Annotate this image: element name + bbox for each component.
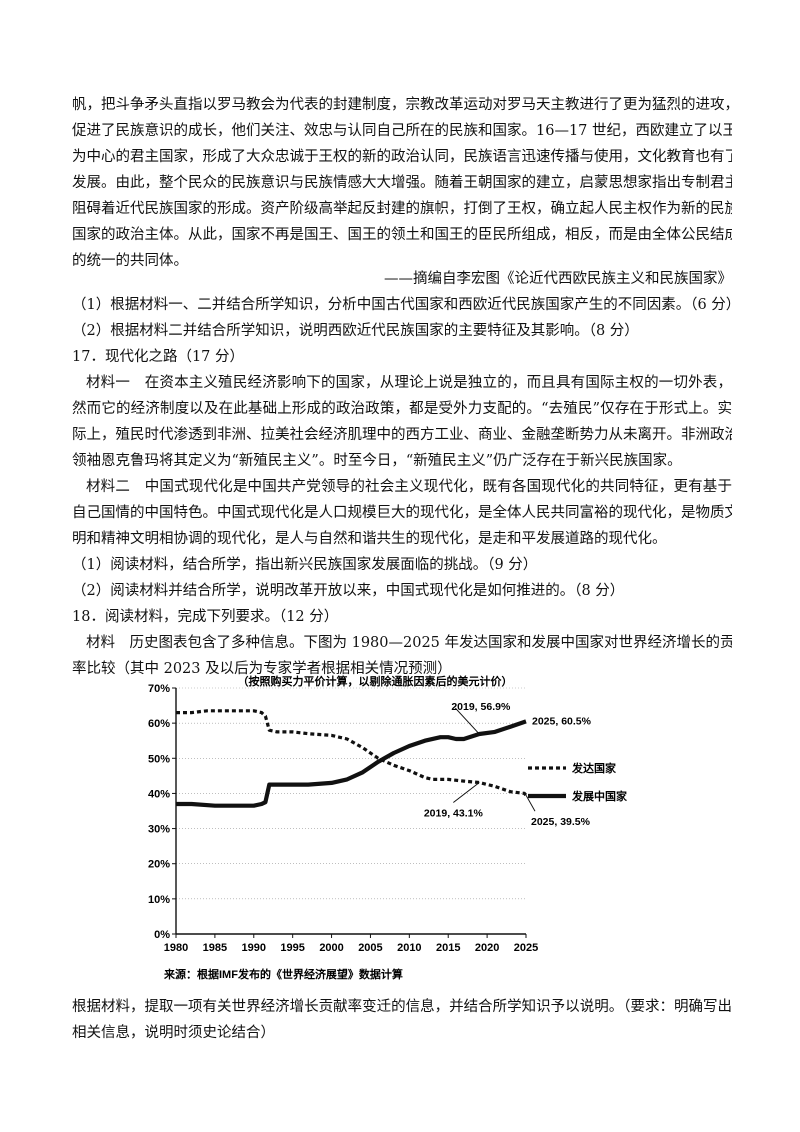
y-tick-label: 40% <box>148 788 170 800</box>
annotation-leader <box>525 794 536 812</box>
question-17-title: 17．现代化之路（17 分） <box>72 349 245 365</box>
text-line: 为中心的君主国家，形成了大众忠诚于王权的新的政治认同，民族语言迅速传播与使用，文… <box>72 149 732 165</box>
question-17-1: （1）阅读材料，结合所学，指出新兴民族国家发展面临的挑战。（9 分） <box>72 557 538 573</box>
y-tick-labels: 70% 60% 50% 40% 30% 20% 10% 0% <box>148 683 170 941</box>
annotation-label: 2019, 43.1% <box>424 808 484 820</box>
question-16-1: （1）根据材料一、二并结合所学知识，分析中国古代国家和西欧近代民族国家产生的不同… <box>72 297 732 313</box>
x-tick-label: 1990 <box>242 942 266 954</box>
annotation-leader <box>453 782 480 803</box>
x-tick-label: 2015 <box>436 942 460 954</box>
question-16-2: （2）根据材料二并结合所学知识，说明西欧近代民族国家的主要特征及其影响。（8 分… <box>72 323 639 339</box>
question-18-requirement: 相关信息，说明时须史论结合） <box>72 1025 275 1041</box>
y-tick-label: 70% <box>148 683 170 695</box>
x-tick-label: 2005 <box>358 942 382 954</box>
annotation-label: 2025, 39.5% <box>531 816 591 828</box>
question-18-material: 率比较（其中 2023 及以后为专家学者根据相关情况预测） <box>72 661 452 677</box>
annotation-label: 2019, 56.9% <box>451 701 511 713</box>
text-line: 的统一的共同体。 <box>72 253 188 269</box>
material-2-line: 自己国情的中国特色。中国式现代化是人口规模巨大的现代化，是全体人民共同富裕的现代… <box>72 505 732 521</box>
question-18-requirement: 根据材料，提取一项有关世界经济增长贡献率变迁的信息，并结合所学知识予以说明。（要… <box>72 999 732 1015</box>
x-tick-label: 2010 <box>397 942 421 954</box>
text-line: 国家的政治主体。从此，国家不再是国王、国王的领土和国王的臣民所组成，相反，而是由… <box>72 227 732 243</box>
question-17-2: （2）阅读材料并结合所学，说明改革开放以来，中国式现代化是如何推进的。（8 分） <box>72 583 625 599</box>
y-grid <box>176 687 526 900</box>
material-1-line: 然而它的经济制度以及在此基础上形成的政治政策，都是受外力支配的。“去殖民”仅存在… <box>72 401 732 417</box>
text-line: 帆，把斗争矛头直指以罗马教会为代表的封建制度，宗教改革运动对罗马天主教进行了更为… <box>72 97 732 113</box>
contribution-chart: （按照购买力平价计算，以剔除通胀因素后的美元计价） 70% 60% 50% 40% 30… <box>120 672 680 990</box>
x-tick-label: 2020 <box>475 942 499 954</box>
series-line-developed <box>176 709 528 797</box>
x-tick-label: 1995 <box>280 942 304 954</box>
legend-label: 发展中国家 <box>571 789 628 803</box>
text-line: 促进了民族意识的成长，他们关注、效忠与认同自己所在的民族和国家。16—17 世纪… <box>72 123 732 139</box>
y-tick-label: 60% <box>148 718 170 730</box>
x-tick-label: 2000 <box>319 942 343 954</box>
chart-title: （按照购买力平价计算，以剔除通胀因素后的美元计价） <box>238 674 513 688</box>
series-line-developing <box>176 719 527 808</box>
x-tick-label: 1980 <box>164 942 188 954</box>
material-2-line: 材料二 中国式现代化是中国共产党领导的社会主义现代化，既有各国现代化的共同特征，… <box>86 479 732 495</box>
legend-label: 发达国家 <box>571 761 617 775</box>
x-tick-label: 2025 <box>514 942 538 954</box>
x-tick-labels: 1980 1985 1990 1995 2000 2005 2010 2015 2020 2025 <box>164 942 538 954</box>
y-tick-label: 30% <box>148 824 170 836</box>
annotation-label: 2025, 60.5% <box>532 715 592 727</box>
data-annotations: 2019, 56.9% 2025, 60.5% 2019, 43.1% 2025, 3… <box>424 701 592 828</box>
series-lines <box>176 709 528 808</box>
y-tick-label: 50% <box>148 753 170 765</box>
chart-source: 来源：根据IMF发布的《世界经济展望》数据计算 <box>163 967 403 981</box>
material-1-line: 领袖恩克鲁玛将其定义为“新殖民主义”。时至今日，“新殖民主义”仍广泛存在于新兴民… <box>72 453 682 469</box>
annotation-leader <box>454 707 480 735</box>
source-citation: ——摘编自李宏图《论近代西欧民族主义和民族国家》 <box>384 271 732 287</box>
material-1-line: 材料一 在资本主义殖民经济影响下的国家，从理论上说是独立的，而且具有国际主权的一… <box>86 375 732 391</box>
axes <box>172 687 527 938</box>
question-18-material: 材料 历史图表包含了多种信息。下图为 1980—2025 年发达国家和发展中国家… <box>86 635 732 651</box>
question-18-title: 18．阅读材料，完成下列要求。（12 分） <box>72 609 339 625</box>
text-line: 阻碍着近代民族国家的形成。资产阶级高举起反封建的旗帜，打倒了王权，确立起人民主权… <box>72 201 732 217</box>
x-tick-label: 1985 <box>203 942 227 954</box>
material-1-line: 际上，殖民时代渗透到非洲、拉美社会经济肌理中的西方工业、商业、金融垄断势力从未离… <box>72 427 732 443</box>
line-chart-svg: （按照购买力平价计算，以剔除通胀因素后的美元计价） 70% 60% 50% 40% 30… <box>148 674 628 981</box>
y-tick-label: 20% <box>148 859 170 871</box>
y-tick-label: 10% <box>148 894 170 906</box>
material-2-line: 明和精神文明相协调的现代化，是人与自然和谐共生的现代化，是走和平发展道路的现代化… <box>72 531 667 547</box>
text-line: 发展。由此，整个民众的民族意识与民族情感大大增强。随着王朝国家的建立，启蒙思想家… <box>72 175 732 191</box>
y-tick-label: 0% <box>154 929 170 941</box>
